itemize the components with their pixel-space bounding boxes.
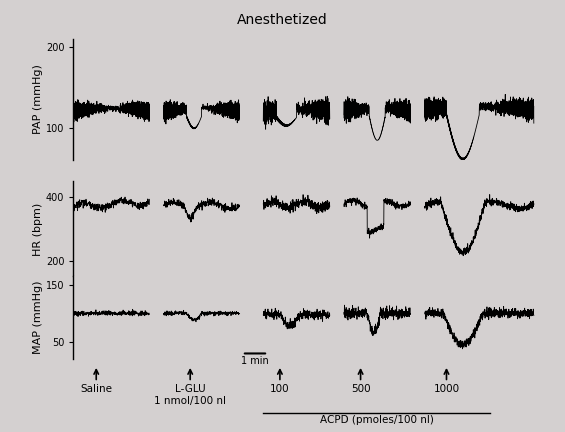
- Y-axis label: MAP (mmHg): MAP (mmHg): [33, 281, 43, 354]
- Text: 1 min: 1 min: [241, 356, 269, 366]
- Text: 500: 500: [351, 384, 371, 394]
- Text: Saline: Saline: [80, 384, 112, 394]
- Y-axis label: PAP (mmHg): PAP (mmHg): [33, 64, 43, 134]
- Text: 1000: 1000: [433, 384, 459, 394]
- Text: L-GLU
1 nmol/100 nl: L-GLU 1 nmol/100 nl: [154, 384, 226, 406]
- Text: Anesthetized: Anesthetized: [237, 13, 328, 27]
- Text: 100: 100: [270, 384, 290, 394]
- Text: ACPD (pmoles/100 nl): ACPD (pmoles/100 nl): [320, 415, 434, 425]
- Y-axis label: HR (bpm): HR (bpm): [33, 202, 43, 256]
